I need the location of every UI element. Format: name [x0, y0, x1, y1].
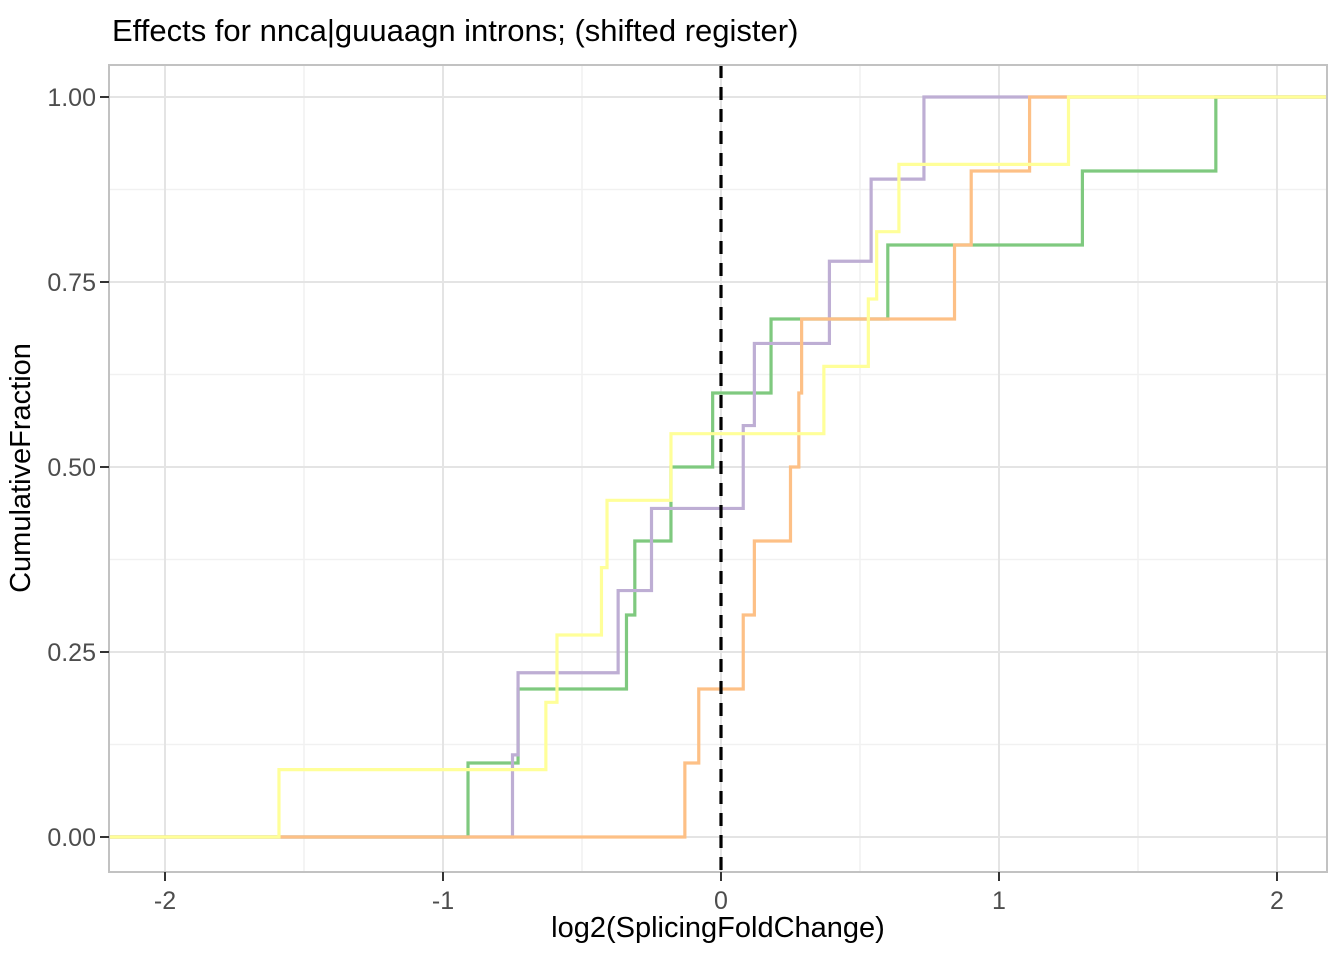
x-tick-label: -2 [154, 887, 176, 915]
y-tick-label: 0.00 [47, 824, 96, 852]
x-tick-label: 2 [1270, 887, 1284, 915]
panel-background [109, 65, 1327, 872]
y-tick-label: 0.75 [47, 269, 96, 297]
ecdf-step-purple [109, 95, 1327, 839]
y-tick-label: 0.50 [47, 454, 96, 482]
plot-title: Effects for nnca|guuaagn introns; (shift… [112, 13, 798, 48]
axis-tick-labels: -2 -1 0 1 2 0.00 0.25 0.50 0.75 1.00 [47, 84, 1284, 915]
x-tick-label: 0 [714, 887, 728, 915]
x-tick-label: -1 [432, 887, 454, 915]
x-tick-label: 1 [992, 887, 1006, 915]
gridlines-minor [109, 65, 1327, 872]
y-tick-label: 0.25 [47, 639, 96, 667]
y-tick-label: 1.00 [47, 84, 96, 112]
panel-border [108, 64, 1328, 873]
ecdf-step-orange [109, 95, 1327, 839]
x-axis-title: log2(SplicingFoldChange) [551, 912, 885, 944]
y-axis-title: CumulativeFraction [5, 343, 37, 593]
ecdf-series-group [109, 95, 1327, 839]
ecdf-step-yellow [109, 95, 1327, 839]
axis-tick-marks [100, 96, 1278, 881]
